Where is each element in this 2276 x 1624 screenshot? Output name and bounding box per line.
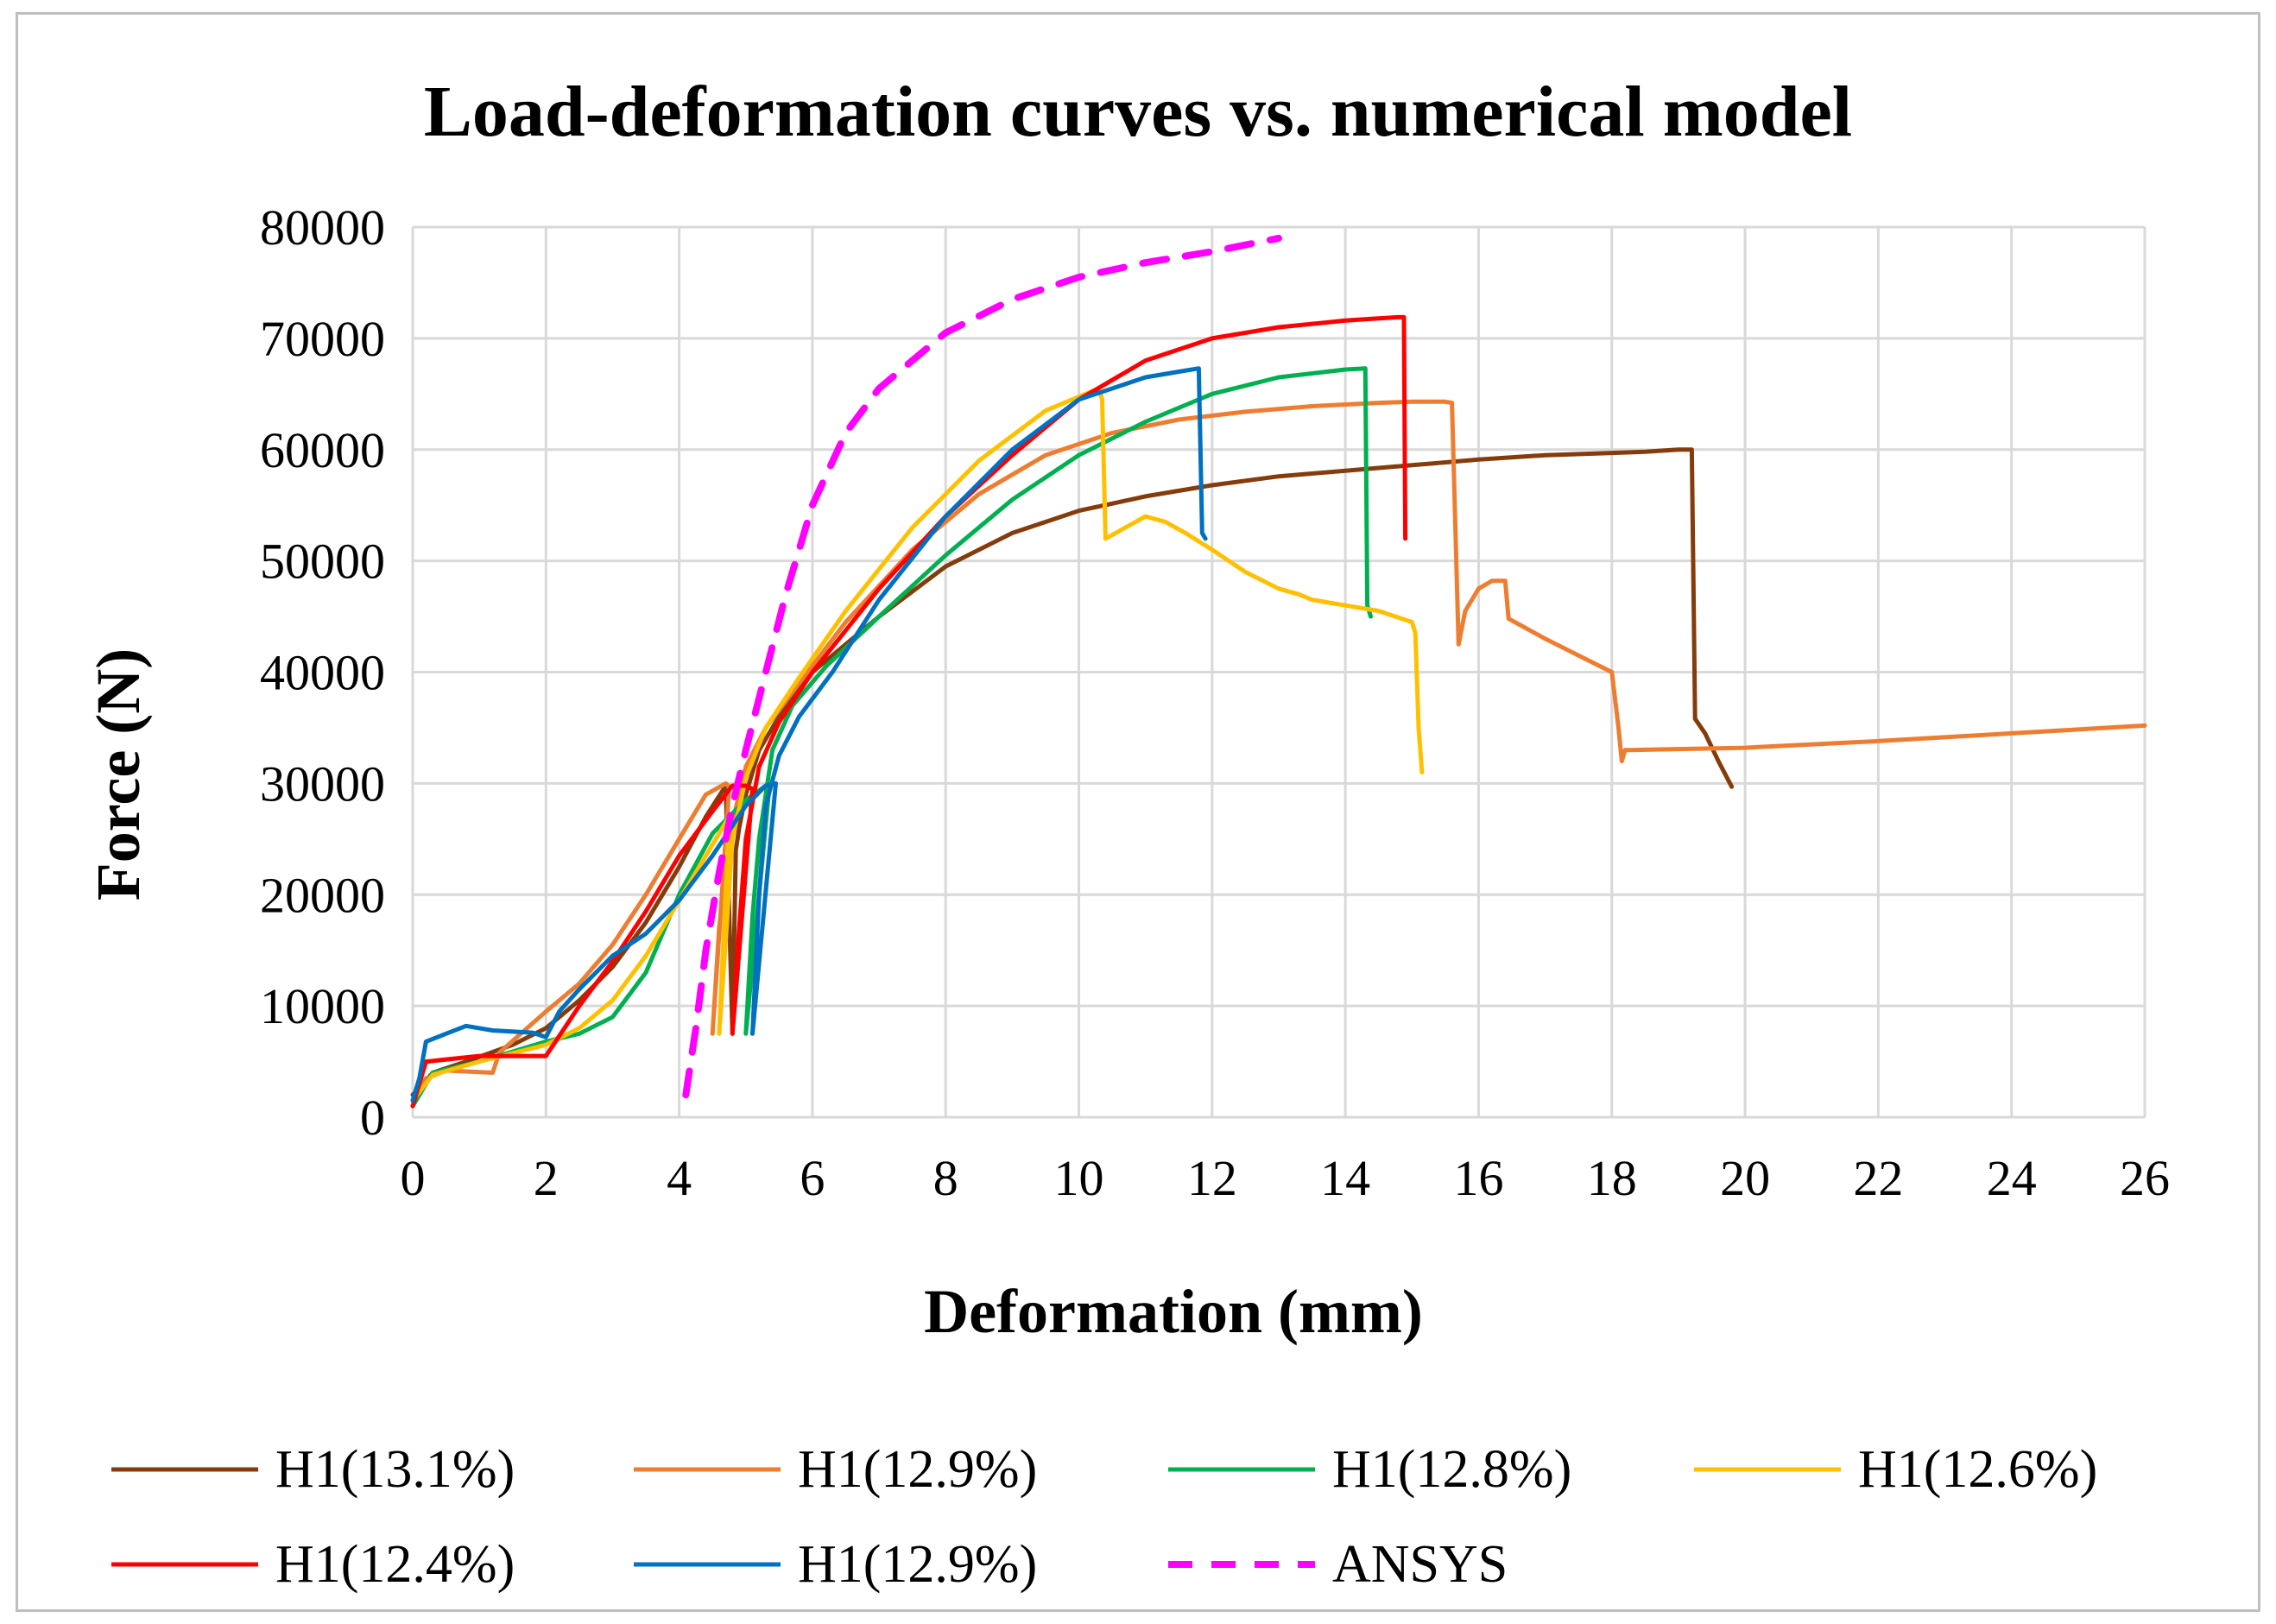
series-layer: [410, 234, 2147, 1109]
y-tick-label-4: 40000: [260, 645, 385, 701]
x-tick-label-13: 26: [2120, 1150, 2170, 1206]
series-line-6: [682, 234, 1282, 1099]
y-axis-title: Force (N): [84, 648, 153, 901]
legend-label-2: H1(12.8%): [1332, 1440, 1571, 1499]
x-tick-label-12: 24: [1987, 1150, 2037, 1206]
y-tick-label-2: 20000: [260, 867, 385, 923]
y-tick-label-1: 10000: [260, 978, 385, 1034]
x-tick-label-2: 4: [667, 1150, 692, 1206]
y-tick-label-6: 60000: [260, 422, 385, 478]
x-tick-label-1: 2: [534, 1150, 559, 1206]
series-line-5: [410, 366, 1208, 1103]
chart-frame: Load-deformation curves vs. numerical mo…: [16, 12, 2260, 1612]
x-tick-label-5: 10: [1054, 1150, 1104, 1206]
legend-label-3: H1(12.6%): [1858, 1440, 2097, 1499]
tick-labels: 0 10000 20000 30000 40000 50000 60000 70000 8000…: [260, 199, 2170, 1206]
legend-label-0: H1(13.1%): [275, 1440, 515, 1499]
legend-label-4: H1(12.4%): [275, 1535, 515, 1594]
legend-label-5: H1(12.9%): [798, 1535, 1037, 1594]
x-tick-label-8: 16: [1453, 1150, 1503, 1206]
y-tick-label-3: 30000: [260, 755, 385, 812]
x-axis-title: Deformation (mm): [924, 1277, 1423, 1346]
series-line-2: [410, 366, 1373, 1109]
x-tick-label-4: 8: [933, 1150, 958, 1206]
y-tick-label-0: 0: [360, 1090, 385, 1146]
chart-title: Load-deformation curves vs. numerical mo…: [424, 72, 1852, 152]
series-line-1: [410, 399, 2147, 1103]
y-tick-label-8: 80000: [260, 199, 385, 256]
series-line-0: [410, 447, 1735, 1097]
grid: [411, 225, 2146, 1119]
legend-label-1: H1(12.9%): [798, 1440, 1037, 1499]
x-tick-label-3: 6: [800, 1150, 825, 1206]
x-tick-label-9: 18: [1587, 1150, 1637, 1206]
x-tick-label-0: 0: [401, 1150, 426, 1206]
legend-label-6: ANSYS: [1332, 1535, 1508, 1594]
chart-svg: Load-deformation curves vs. numerical mo…: [84, 72, 2170, 1594]
x-tick-label-10: 20: [1720, 1150, 1770, 1206]
series-line-4: [410, 314, 1408, 1109]
y-tick-label-7: 70000: [260, 311, 385, 367]
x-tick-label-11: 22: [1853, 1150, 1903, 1206]
x-tick-label-6: 12: [1187, 1150, 1237, 1206]
y-tick-label-5: 50000: [260, 534, 385, 590]
legend: H1(13.1%) H1(12.9%) H1(12.8%) H1(12.6%) H1(1…: [111, 1440, 2097, 1594]
series-line-3: [410, 386, 1425, 1103]
x-tick-label-7: 14: [1320, 1150, 1370, 1206]
